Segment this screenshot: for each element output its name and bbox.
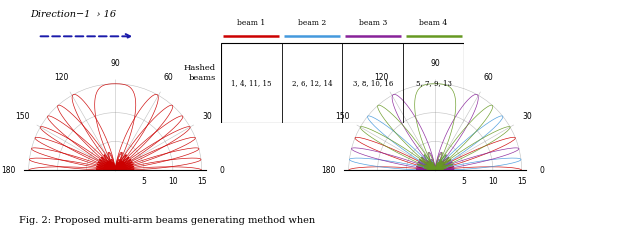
- Bar: [221, 43, 464, 123]
- Text: Hashed
beams: Hashed beams: [184, 64, 216, 81]
- Text: 5, 7, 9, 13: 5, 7, 9, 13: [415, 79, 452, 87]
- Text: beam 3: beam 3: [358, 19, 387, 27]
- Text: 1, 4, 11, 15: 1, 4, 11, 15: [231, 79, 271, 87]
- Text: 2, 6, 12, 14: 2, 6, 12, 14: [292, 79, 332, 87]
- Text: Direction−1  › 16: Direction−1 › 16: [31, 10, 116, 19]
- Text: beam 2: beam 2: [298, 19, 326, 27]
- Text: 3, 8, 10, 16: 3, 8, 10, 16: [353, 79, 393, 87]
- Text: beam 4: beam 4: [419, 19, 448, 27]
- Text: beam 1: beam 1: [237, 19, 266, 27]
- Text: Fig. 2: Proposed multi-arm beams generating method when: Fig. 2: Proposed multi-arm beams generat…: [19, 216, 316, 225]
